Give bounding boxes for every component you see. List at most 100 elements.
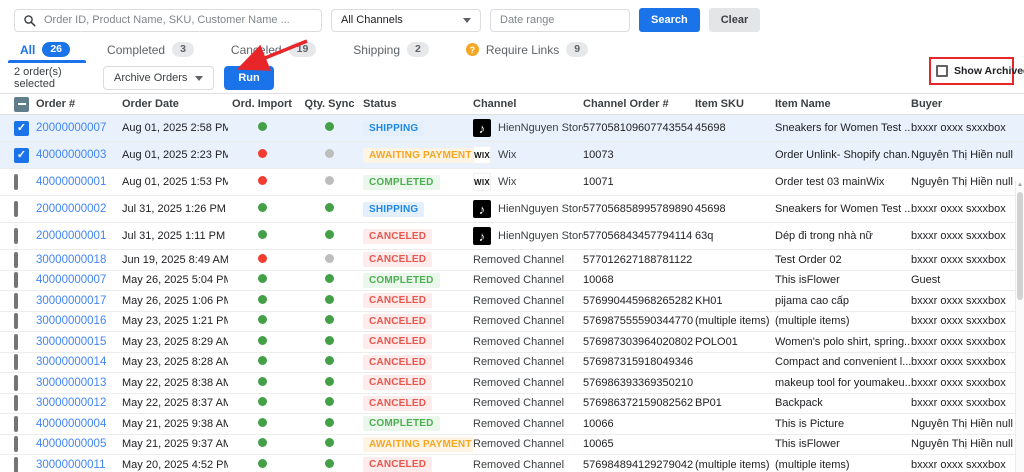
order-search-box[interactable] — [14, 8, 322, 32]
row-checkbox[interactable] — [14, 201, 18, 217]
bulk-action-dropdown[interactable]: Archive Orders — [103, 66, 215, 90]
search-button[interactable]: Search — [639, 8, 700, 32]
date-range-input[interactable] — [490, 8, 630, 32]
order-number-link[interactable]: 30000000015 — [36, 335, 107, 348]
row-checkbox[interactable] — [14, 272, 18, 289]
table-row[interactable]: 30000000015 May 23, 2025 8:29 AM CANCELE… — [0, 332, 1024, 353]
order-import-status-dot — [257, 438, 267, 448]
status-badge: CANCELED — [363, 228, 433, 244]
row-checkbox[interactable] — [14, 292, 18, 309]
item-name: Order Unlink- Shopify chan... — [775, 149, 911, 161]
qty-sync-status-dot — [325, 397, 334, 407]
clear-button[interactable]: Clear — [708, 8, 761, 32]
order-number-link[interactable]: 40000000001 — [36, 176, 107, 188]
row-checkbox[interactable] — [14, 415, 18, 432]
tab[interactable]: All 26 — [7, 36, 87, 63]
tab-label: Shipping — [353, 42, 401, 57]
status-badge: AWAITING PAYMENT — [363, 436, 473, 452]
channel-order-number: 10065 — [583, 438, 614, 451]
table-row[interactable]: 30000000018 Jun 19, 2025 8:49 AM CANCELE… — [0, 250, 1024, 271]
channel-icon: ♪ — [473, 200, 491, 218]
vertical-scrollbar[interactable]: ▲ — [1015, 181, 1024, 472]
row-checkbox[interactable] — [14, 313, 18, 330]
order-number-link[interactable]: 30000000011 — [36, 458, 106, 471]
table-row[interactable]: 40000000005 May 21, 2025 9:37 AM AWAITIN… — [0, 434, 1024, 455]
question-circle-icon: ? — [465, 43, 479, 56]
table-row[interactable]: ✓ 40000000003 Aug 01, 2025 2:23 PM AWAIT… — [0, 142, 1024, 169]
order-number-link[interactable]: 30000000018 — [36, 253, 107, 266]
channel-icon: ♪ — [473, 227, 491, 245]
order-date: Aug 01, 2025 1:53 PM — [122, 176, 228, 188]
row-checkbox[interactable]: ✓ — [14, 147, 29, 163]
order-number-link[interactable]: 30000000013 — [36, 376, 107, 389]
order-number-link[interactable]: 40000000003 — [36, 149, 107, 161]
order-number-link[interactable]: 30000000012 — [36, 397, 107, 410]
row-checkbox[interactable] — [14, 374, 18, 391]
status-badge: COMPLETED — [363, 174, 440, 190]
row-checkbox[interactable] — [14, 436, 18, 453]
status-badge: COMPLETED — [363, 272, 440, 288]
buyer-name: bxxxr oxxx sxxxbox — [911, 356, 1006, 369]
row-checkbox[interactable] — [14, 333, 18, 350]
scrollbar-thumb[interactable] — [1017, 192, 1023, 300]
order-number-link[interactable]: 30000000016 — [36, 315, 107, 328]
qty-sync-status-dot — [325, 122, 334, 131]
tab[interactable]: Canceled 19 — [231, 36, 317, 63]
channel-order-number: 10073 — [583, 149, 614, 161]
order-date: Jul 31, 2025 1:11 PM — [122, 230, 226, 242]
row-checkbox[interactable] — [14, 174, 18, 190]
table-row[interactable]: 30000000016 May 23, 2025 1:21 PM CANCELE… — [0, 311, 1024, 332]
table-row[interactable]: 30000000017 May 26, 2025 1:06 PM CANCELE… — [0, 291, 1024, 312]
table-row[interactable]: 20000000002 Jul 31, 2025 1:26 PM SHIPPIN… — [0, 196, 1024, 223]
channel-order-number: 10071 — [583, 176, 614, 188]
order-number-link[interactable]: 40000000004 — [36, 417, 107, 430]
channel-filter-select[interactable]: All Channels — [331, 8, 481, 32]
order-number-link[interactable]: 20000000001 — [36, 230, 107, 242]
status-badge: CANCELED — [363, 252, 433, 268]
buyer-name: bxxxr oxxx sxxxbox — [911, 294, 1006, 307]
tab[interactable]: Completed 3 — [107, 36, 194, 63]
tab[interactable]: ? Require Links 9 — [465, 36, 589, 63]
order-number-link[interactable]: 30000000014 — [36, 356, 107, 369]
table-row[interactable]: 20000000001 Jul 31, 2025 1:11 PM CANCELE… — [0, 223, 1024, 250]
row-checkbox[interactable]: ✓ — [14, 120, 29, 136]
order-number-link[interactable]: 20000000002 — [36, 203, 107, 215]
order-date: May 23, 2025 8:28 AM — [122, 356, 228, 369]
table-row[interactable]: 40000000004 May 21, 2025 9:38 AM COMPLET… — [0, 414, 1024, 435]
order-number-link[interactable]: 40000000005 — [36, 438, 107, 451]
row-checkbox[interactable] — [14, 395, 18, 412]
qty-sync-status-dot — [325, 253, 334, 263]
tab[interactable]: Shipping 2 — [353, 36, 429, 63]
order-number-link[interactable]: 20000000007 — [36, 122, 107, 134]
row-checkbox[interactable] — [14, 354, 18, 371]
item-sku: POLO01 — [695, 335, 738, 348]
order-number-link[interactable]: 30000000017 — [36, 294, 107, 307]
order-number-link[interactable]: 40000000007 — [36, 274, 107, 287]
table-row[interactable]: 30000000013 May 22, 2025 8:38 AM CANCELE… — [0, 373, 1024, 394]
buyer-name: Nguyễn Thị Hiền null — [911, 438, 1013, 451]
table-row[interactable]: 30000000014 May 23, 2025 8:28 AM CANCELE… — [0, 352, 1024, 373]
search-input[interactable] — [44, 14, 313, 26]
table-row[interactable]: 40000000001 Aug 01, 2025 1:53 PM COMPLET… — [0, 169, 1024, 196]
table-row[interactable]: 40000000007 May 26, 2025 5:04 PM COMPLET… — [0, 270, 1024, 291]
order-date: May 21, 2025 9:38 AM — [122, 417, 228, 430]
show-archived-checkbox[interactable] — [936, 65, 948, 77]
channel-name: Wix — [498, 176, 517, 188]
select-all-checkbox[interactable] — [14, 96, 29, 112]
chevron-down-icon — [463, 17, 471, 23]
scroll-up-icon[interactable]: ▲ — [1017, 182, 1023, 188]
channel-name: Removed Channel — [473, 438, 565, 451]
table-row[interactable]: ✓ 20000000007 Aug 01, 2025 2:58 PM SHIPP… — [0, 115, 1024, 142]
buyer-name: bxxxr oxxx sxxxbox — [911, 315, 1006, 328]
run-button[interactable]: Run — [224, 66, 274, 90]
channel-order-number: 576987303964020802 — [583, 335, 694, 348]
table-row[interactable]: 30000000012 May 22, 2025 8:37 AM CANCELE… — [0, 393, 1024, 414]
row-checkbox[interactable] — [14, 228, 18, 244]
buyer-name: bxxxr oxxx sxxxbox — [911, 397, 1006, 410]
qty-sync-status-dot — [325, 149, 334, 158]
table-row[interactable]: 30000000011 May 20, 2025 4:52 PM CANCELE… — [0, 455, 1024, 472]
buyer-name: Guest — [911, 274, 941, 287]
row-checkbox[interactable] — [14, 456, 18, 472]
row-checkbox[interactable] — [14, 251, 18, 268]
item-name: Sneakers for Women Test ... — [775, 122, 911, 134]
